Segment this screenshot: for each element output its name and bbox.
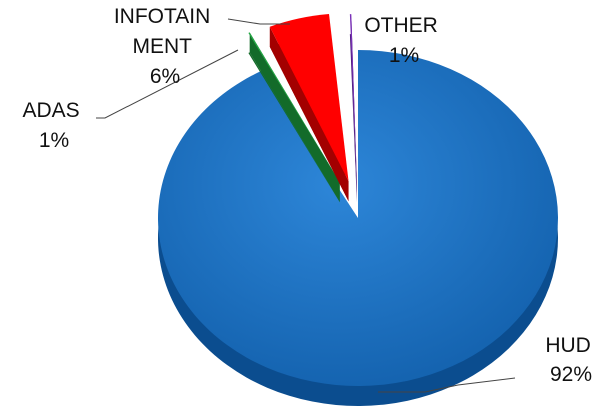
data-label-infotainment-line-3: 6% — [150, 65, 180, 88]
data-label-other-line-2: 1% — [389, 44, 419, 67]
pie-slice-wall-infotainment — [269, 26, 349, 202]
leader-line-hud — [378, 377, 516, 393]
data-label-hud-line-2: 92% — [550, 363, 592, 386]
pie-slice-hud — [157, 50, 558, 386]
pie-slice-side-adas — [248, 52, 340, 203]
leader-line-infotainment — [227, 18, 290, 25]
data-label-hud: HUD 92% — [545, 334, 596, 386]
pie-slice-infotainment — [269, 13, 349, 182]
data-label-adas-line-2: 1% — [39, 129, 69, 152]
data-label-hud-line-1: HUD — [545, 334, 591, 357]
pie-slice-other — [349, 14, 357, 183]
pie-slice-side-other — [349, 34, 357, 203]
data-label-infotainment-line-2: MENT — [133, 35, 193, 58]
data-label-infotainment: INFOTAIN MENT 6% — [114, 5, 216, 88]
data-label-adas-line-1: ADAS — [22, 99, 79, 122]
data-label-infotainment-line-1: INFOTAIN — [114, 5, 210, 28]
data-label-other: OTHER 1% — [364, 14, 443, 67]
pie-slice-wall-adas — [249, 32, 340, 203]
data-label-other-line-1: OTHER — [364, 14, 438, 37]
data-label-adas: ADAS 1% — [22, 99, 85, 152]
pie-slices — [157, 13, 558, 406]
leader-line-adas — [96, 49, 239, 119]
pie-slice-adas — [248, 32, 340, 183]
